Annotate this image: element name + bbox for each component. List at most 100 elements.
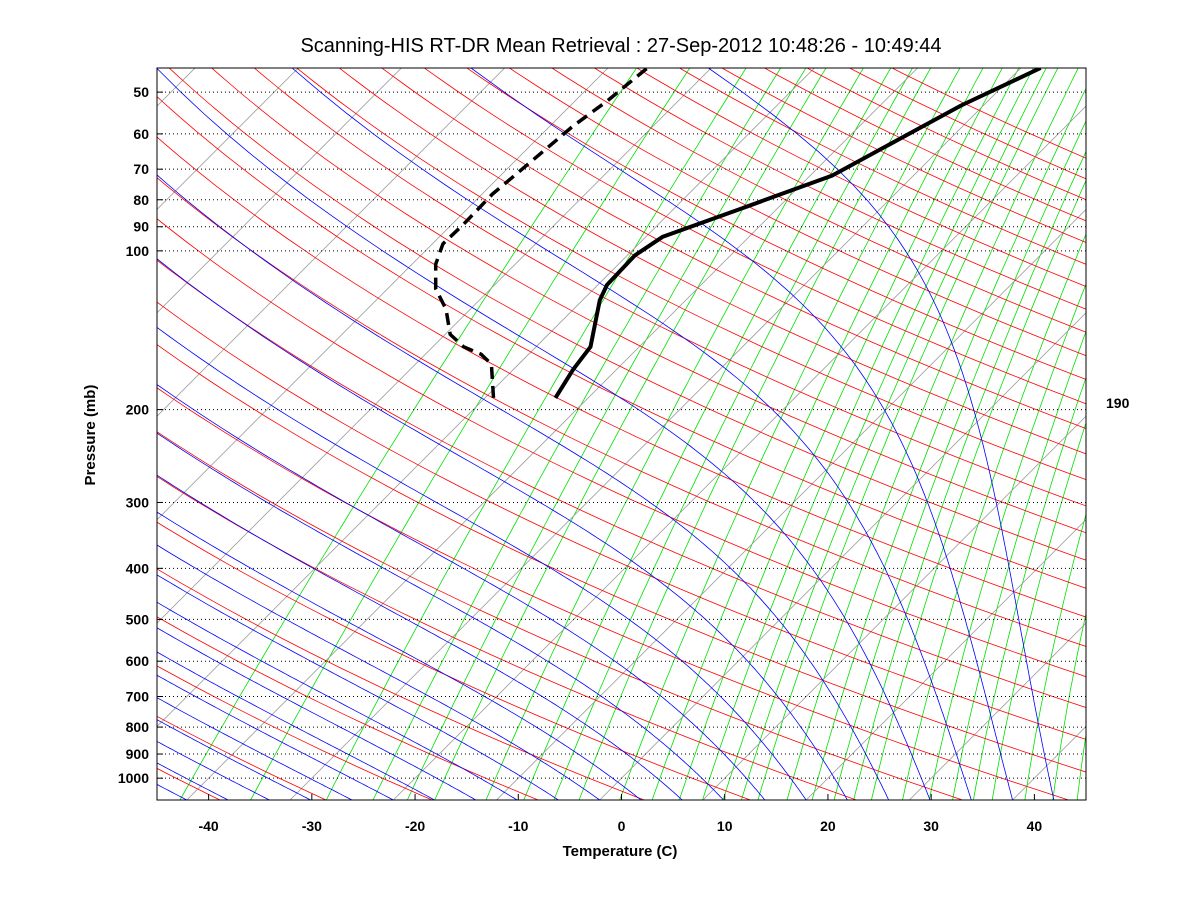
mixing-ratio-line	[434, 68, 827, 800]
mixing-ratio-line	[811, 87, 1086, 800]
dry-adiabat-line	[381, 68, 1086, 429]
mixing-ratio-line	[928, 282, 1086, 800]
mixing-ratio-line	[741, 68, 1047, 800]
moist-adiabat-line	[157, 627, 476, 800]
y-tick-label: 90	[133, 219, 149, 235]
y-axis-label: Pressure (mb)	[82, 385, 99, 486]
dry-adiabat-line	[848, 68, 1086, 180]
moist-adiabat-line	[157, 432, 724, 800]
moist-adiabat-line	[157, 68, 931, 800]
moist-adiabat-line	[157, 740, 270, 800]
dry-adiabat-line	[157, 301, 1086, 740]
isotherm-line	[157, 68, 299, 211]
mixing-ratio-line	[902, 232, 1086, 800]
mixing-ratio-line	[578, 68, 932, 800]
mixing-ratio-line	[871, 179, 1086, 800]
mixing-ratio-line	[523, 68, 892, 800]
mixing-ratio-line	[651, 68, 984, 800]
moist-adiabat-line	[0, 41, 63, 800]
y-tick-label: 300	[126, 494, 150, 510]
mixing-ratio-line	[833, 120, 1086, 800]
x-axis-label: Temperature (C)	[563, 843, 678, 860]
moist-adiabat-line	[0, 41, 146, 800]
isotherm-line	[393, 105, 1086, 800]
mixing-ratio-line	[325, 68, 747, 800]
moist-adiabat-line	[470, 68, 1013, 800]
x-tick-label: 0	[618, 818, 626, 834]
dry-adiabat-line	[168, 68, 1086, 561]
isotherm-line	[909, 622, 1086, 800]
axis-ticks: 5060708090100200300400500600700800900100…	[118, 84, 1043, 834]
isotherm-line	[157, 68, 815, 728]
mixing-ratio-line	[619, 68, 961, 800]
dry-adiabat-line	[593, 68, 1086, 310]
plot-area	[157, 68, 1086, 800]
mixing-ratio-line	[722, 68, 1034, 800]
mixing-ratio-line	[702, 68, 1020, 800]
dry-adiabat-line	[338, 68, 1086, 455]
y-tick-label: 500	[126, 611, 150, 627]
mixing-ratio-line	[372, 68, 782, 800]
mixing-ratio-line	[678, 68, 1003, 800]
dry-adiabat-line	[157, 616, 539, 800]
dry-adiabat-line	[253, 68, 1086, 507]
isotherm-line	[0, 41, 119, 800]
mixing-ratio-line	[973, 376, 1086, 800]
dry-adiabat-line	[466, 68, 1086, 380]
isotherm-line	[599, 312, 1086, 800]
isotherm-line	[157, 68, 506, 417]
dry-adiabat-line	[763, 68, 1086, 222]
mixing-ratio-line	[1024, 512, 1086, 800]
x-tick-label: -20	[405, 818, 425, 834]
moist-adiabat-line	[157, 574, 559, 800]
dry-adiabat-line	[678, 68, 1086, 265]
temperature-profile-line	[553, 68, 1042, 399]
moist-adiabat-line	[157, 697, 353, 800]
x-tick-label: 30	[923, 818, 939, 834]
y-tick-label: 80	[133, 192, 149, 208]
profiles	[433, 68, 1042, 399]
moist-adiabat-line	[291, 68, 972, 800]
isotherm-line	[157, 68, 403, 314]
moist-adiabat-line	[157, 719, 311, 800]
background-lines	[0, 41, 1200, 800]
x-tick-label: -10	[508, 818, 528, 834]
pressure-annotation: 190	[1106, 395, 1130, 411]
moist-adiabat-line	[157, 258, 848, 800]
x-tick-label: 40	[1027, 818, 1043, 834]
mixing-ratio-line	[406, 68, 807, 800]
x-tick-label: 10	[717, 818, 733, 834]
mixing-ratio-line	[786, 68, 1079, 800]
isotherm-line	[157, 68, 609, 521]
moist-adiabat-line	[707, 68, 1055, 800]
y-tick-label: 1000	[118, 770, 149, 786]
isotherm-line	[1116, 41, 1200, 800]
mixing-ratio-line	[250, 68, 691, 800]
dry-adiabat-line	[157, 344, 1086, 773]
dry-adiabat-line	[157, 665, 433, 800]
x-tick-label: -30	[302, 818, 322, 834]
dry-adiabat-line	[157, 568, 645, 800]
y-tick-label: 600	[126, 653, 150, 669]
dry-adiabat-line	[157, 218, 1086, 678]
dry-adiabat-line	[296, 68, 1086, 480]
dry-adiabat-line	[157, 136, 1086, 618]
moist-adiabat-line	[157, 474, 683, 800]
y-tick-label: 700	[126, 688, 150, 704]
y-tick-label: 200	[126, 402, 150, 418]
moist-adiabat-line	[157, 384, 766, 800]
isotherm-line	[0, 41, 16, 800]
dry-adiabat-line	[157, 476, 857, 800]
y-tick-label: 60	[133, 126, 149, 142]
dry-adiabat-line	[551, 68, 1086, 333]
moist-adiabat-line	[157, 174, 890, 800]
moist-adiabat-line	[157, 601, 518, 800]
moist-adiabat-line	[157, 651, 435, 800]
mixing-ratio-line	[179, 68, 638, 800]
moist-adiabat-line	[157, 674, 394, 800]
moist-adiabat-line	[157, 326, 807, 800]
dry-adiabat-line	[423, 68, 1086, 405]
dry-adiabat-line	[211, 68, 1086, 534]
dry-adiabat-line	[508, 68, 1086, 357]
